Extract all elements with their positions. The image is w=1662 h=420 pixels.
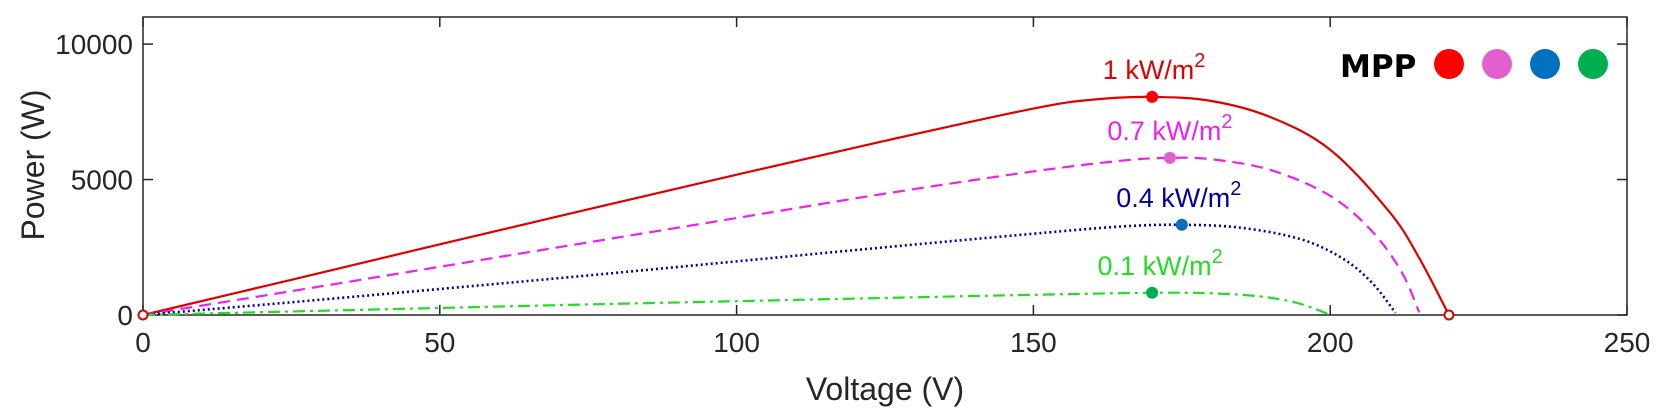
mpp-legend-dots	[1434, 49, 1608, 79]
x-axis-title: Voltage (V)	[806, 371, 964, 407]
y-tick-label: 0	[117, 300, 133, 331]
endpoint-marker	[1443, 309, 1455, 321]
x-tick-label: 100	[713, 327, 760, 358]
mpp-point-2	[1163, 151, 1176, 164]
y-tick-label: 5000	[71, 165, 133, 196]
x-tick-label: 0	[135, 327, 151, 358]
x-tick-label: 200	[1307, 327, 1354, 358]
y-axis-ticks: 0 5000 10000	[55, 29, 1627, 331]
mpp-point-1	[1146, 90, 1159, 103]
mpp-legend-dot	[1482, 49, 1512, 79]
series-layer	[142, 95, 1450, 317]
series-line-4	[142, 291, 1331, 317]
curve-label-1: 1 kW/m2	[1103, 50, 1206, 85]
y-tick-label: 10000	[55, 29, 133, 60]
mpp-point-4	[1146, 286, 1159, 299]
mpp-point-3	[1175, 218, 1188, 231]
marker-layer	[137, 90, 1455, 321]
series-line-3	[142, 223, 1397, 317]
x-axis-ticks: 0 50 100 150 200 250	[135, 17, 1650, 358]
mpp-legend: MPP	[1340, 49, 1608, 85]
curve-label-3: 0.4 kW/m2	[1116, 178, 1241, 213]
x-tick-label: 250	[1604, 327, 1651, 358]
mpp-legend-label: MPP	[1340, 49, 1416, 85]
mpp-legend-dot	[1530, 49, 1560, 79]
x-tick-label: 150	[1010, 327, 1057, 358]
mpp-legend-dot	[1434, 49, 1464, 79]
plot-area	[142, 16, 1628, 316]
series-line-1	[142, 95, 1450, 317]
curve-label-2: 0.7 kW/m2	[1107, 111, 1232, 146]
curve-label-layer: 1 kW/m2 0.7 kW/m2 0.4 kW/m2 0.1 kW/m2	[1098, 50, 1242, 281]
y-axis-title: Power (W)	[15, 89, 51, 240]
series-line-2	[142, 156, 1421, 317]
endpoint-marker	[137, 309, 149, 321]
mpp-legend-dot	[1578, 49, 1608, 79]
curve-label-4: 0.1 kW/m2	[1098, 246, 1223, 281]
x-tick-label: 50	[424, 327, 455, 358]
